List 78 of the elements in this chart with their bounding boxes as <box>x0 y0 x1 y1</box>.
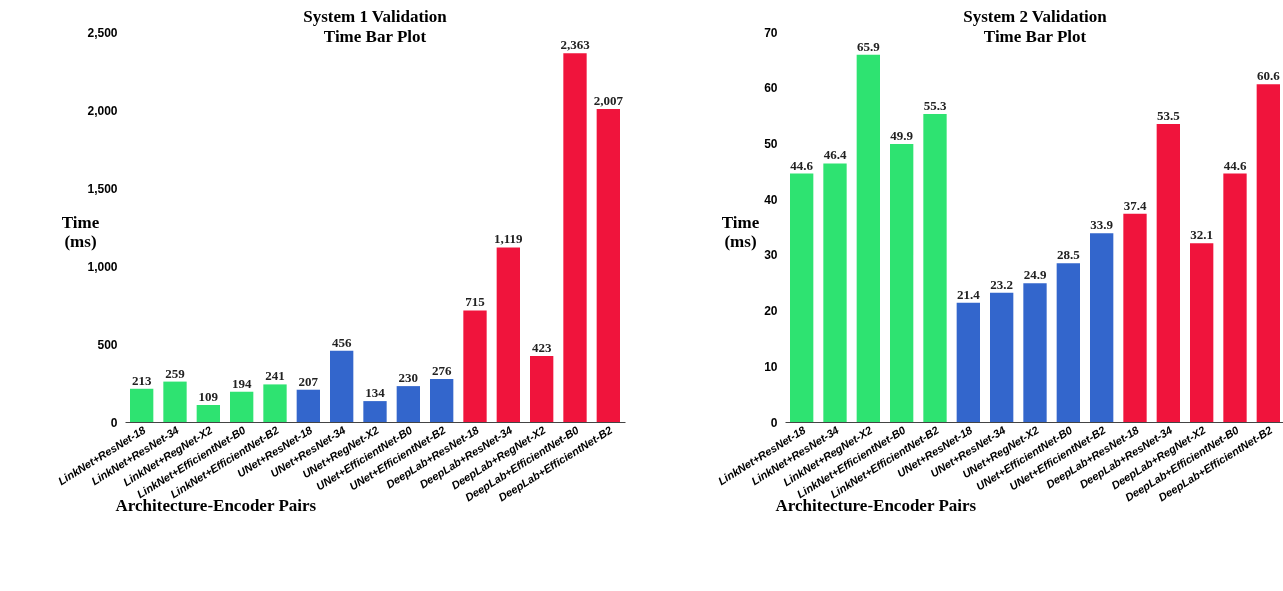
bar <box>163 381 187 422</box>
data-label: 28.5 <box>1056 247 1081 263</box>
data-label: 241 <box>265 368 285 384</box>
bar <box>923 113 947 422</box>
bar <box>596 108 620 422</box>
data-label: 60.6 <box>1256 68 1281 84</box>
chart-title: System 2 Validation Time Bar Plot <box>963 7 1108 46</box>
data-label: 109 <box>198 389 219 404</box>
bar <box>990 292 1014 422</box>
bar <box>430 378 454 422</box>
data-label: 37.4 <box>1123 197 1147 213</box>
data-label: 213 <box>131 372 152 388</box>
data-label: 44.6 <box>790 157 814 173</box>
data-label: 1,119 <box>494 231 524 247</box>
data-label: 715 <box>465 294 486 310</box>
bar <box>1056 263 1080 422</box>
bar <box>890 143 914 422</box>
y-tick-label: 20 <box>764 304 778 319</box>
bar <box>130 388 154 422</box>
data-label: 194 <box>231 375 252 391</box>
data-label: 21.4 <box>956 286 981 302</box>
data-label: 33.9 <box>1090 217 1114 233</box>
bar <box>496 247 520 422</box>
y-tick-label: 0 <box>110 415 118 430</box>
y-tick-label: 50 <box>764 136 778 151</box>
y-tick-label: 40 <box>764 192 778 207</box>
data-label: 65.9 <box>856 38 881 54</box>
bar <box>1123 213 1147 422</box>
y-tick-label: 70 <box>764 25 778 40</box>
y-tick-label: 1,000 <box>87 259 118 274</box>
bar <box>563 53 587 422</box>
data-label: 32.1 <box>1190 227 1214 243</box>
bar <box>1223 173 1247 422</box>
data-label: 2,363 <box>560 37 591 53</box>
bar <box>1090 233 1114 422</box>
y-axis-title: Time (ms) <box>721 212 760 251</box>
data-label: 259 <box>165 365 186 381</box>
y-tick-label: 2,000 <box>87 103 118 118</box>
data-label: 276 <box>431 362 452 378</box>
y-tick-label: 10 <box>764 359 778 374</box>
bar <box>296 389 320 422</box>
data-label: 46.4 <box>823 147 847 163</box>
data-label: 23.2 <box>990 276 1014 292</box>
data-label: 55.3 <box>923 97 947 113</box>
bar <box>856 54 880 422</box>
y-tick-label: 0 <box>770 415 778 430</box>
bar <box>1256 84 1280 422</box>
data-label: 423 <box>531 340 552 356</box>
y-tick-label: 60 <box>764 81 778 96</box>
data-label: 230 <box>398 370 419 386</box>
y-tick-label: 1,500 <box>87 181 118 196</box>
bar <box>1190 243 1214 422</box>
bar <box>823 163 847 422</box>
y-tick-label: 2,500 <box>87 25 118 40</box>
bar <box>363 401 387 422</box>
bar <box>196 405 220 422</box>
data-label: 207 <box>298 373 319 389</box>
bar <box>330 350 354 422</box>
chart-title: System 1 Validation Time Bar Plot <box>303 7 448 46</box>
bar <box>790 173 814 422</box>
data-label: 456 <box>331 334 352 350</box>
data-label: 2,007 <box>593 92 624 108</box>
bar <box>396 386 420 422</box>
bar <box>463 310 487 422</box>
data-label: 134 <box>365 385 386 401</box>
bar <box>530 356 554 422</box>
bar <box>956 302 980 422</box>
y-axis-title: Time (ms) <box>61 212 100 251</box>
data-label: 49.9 <box>890 127 914 143</box>
bar <box>1156 123 1180 422</box>
data-label: 53.5 <box>1156 107 1181 123</box>
data-label: 24.9 <box>1023 267 1047 283</box>
bar <box>230 391 254 422</box>
y-tick-label: 30 <box>764 248 778 263</box>
bar <box>1023 283 1047 422</box>
bar <box>263 384 287 422</box>
data-label: 44.6 <box>1223 157 1247 173</box>
y-tick-label: 500 <box>97 337 118 352</box>
